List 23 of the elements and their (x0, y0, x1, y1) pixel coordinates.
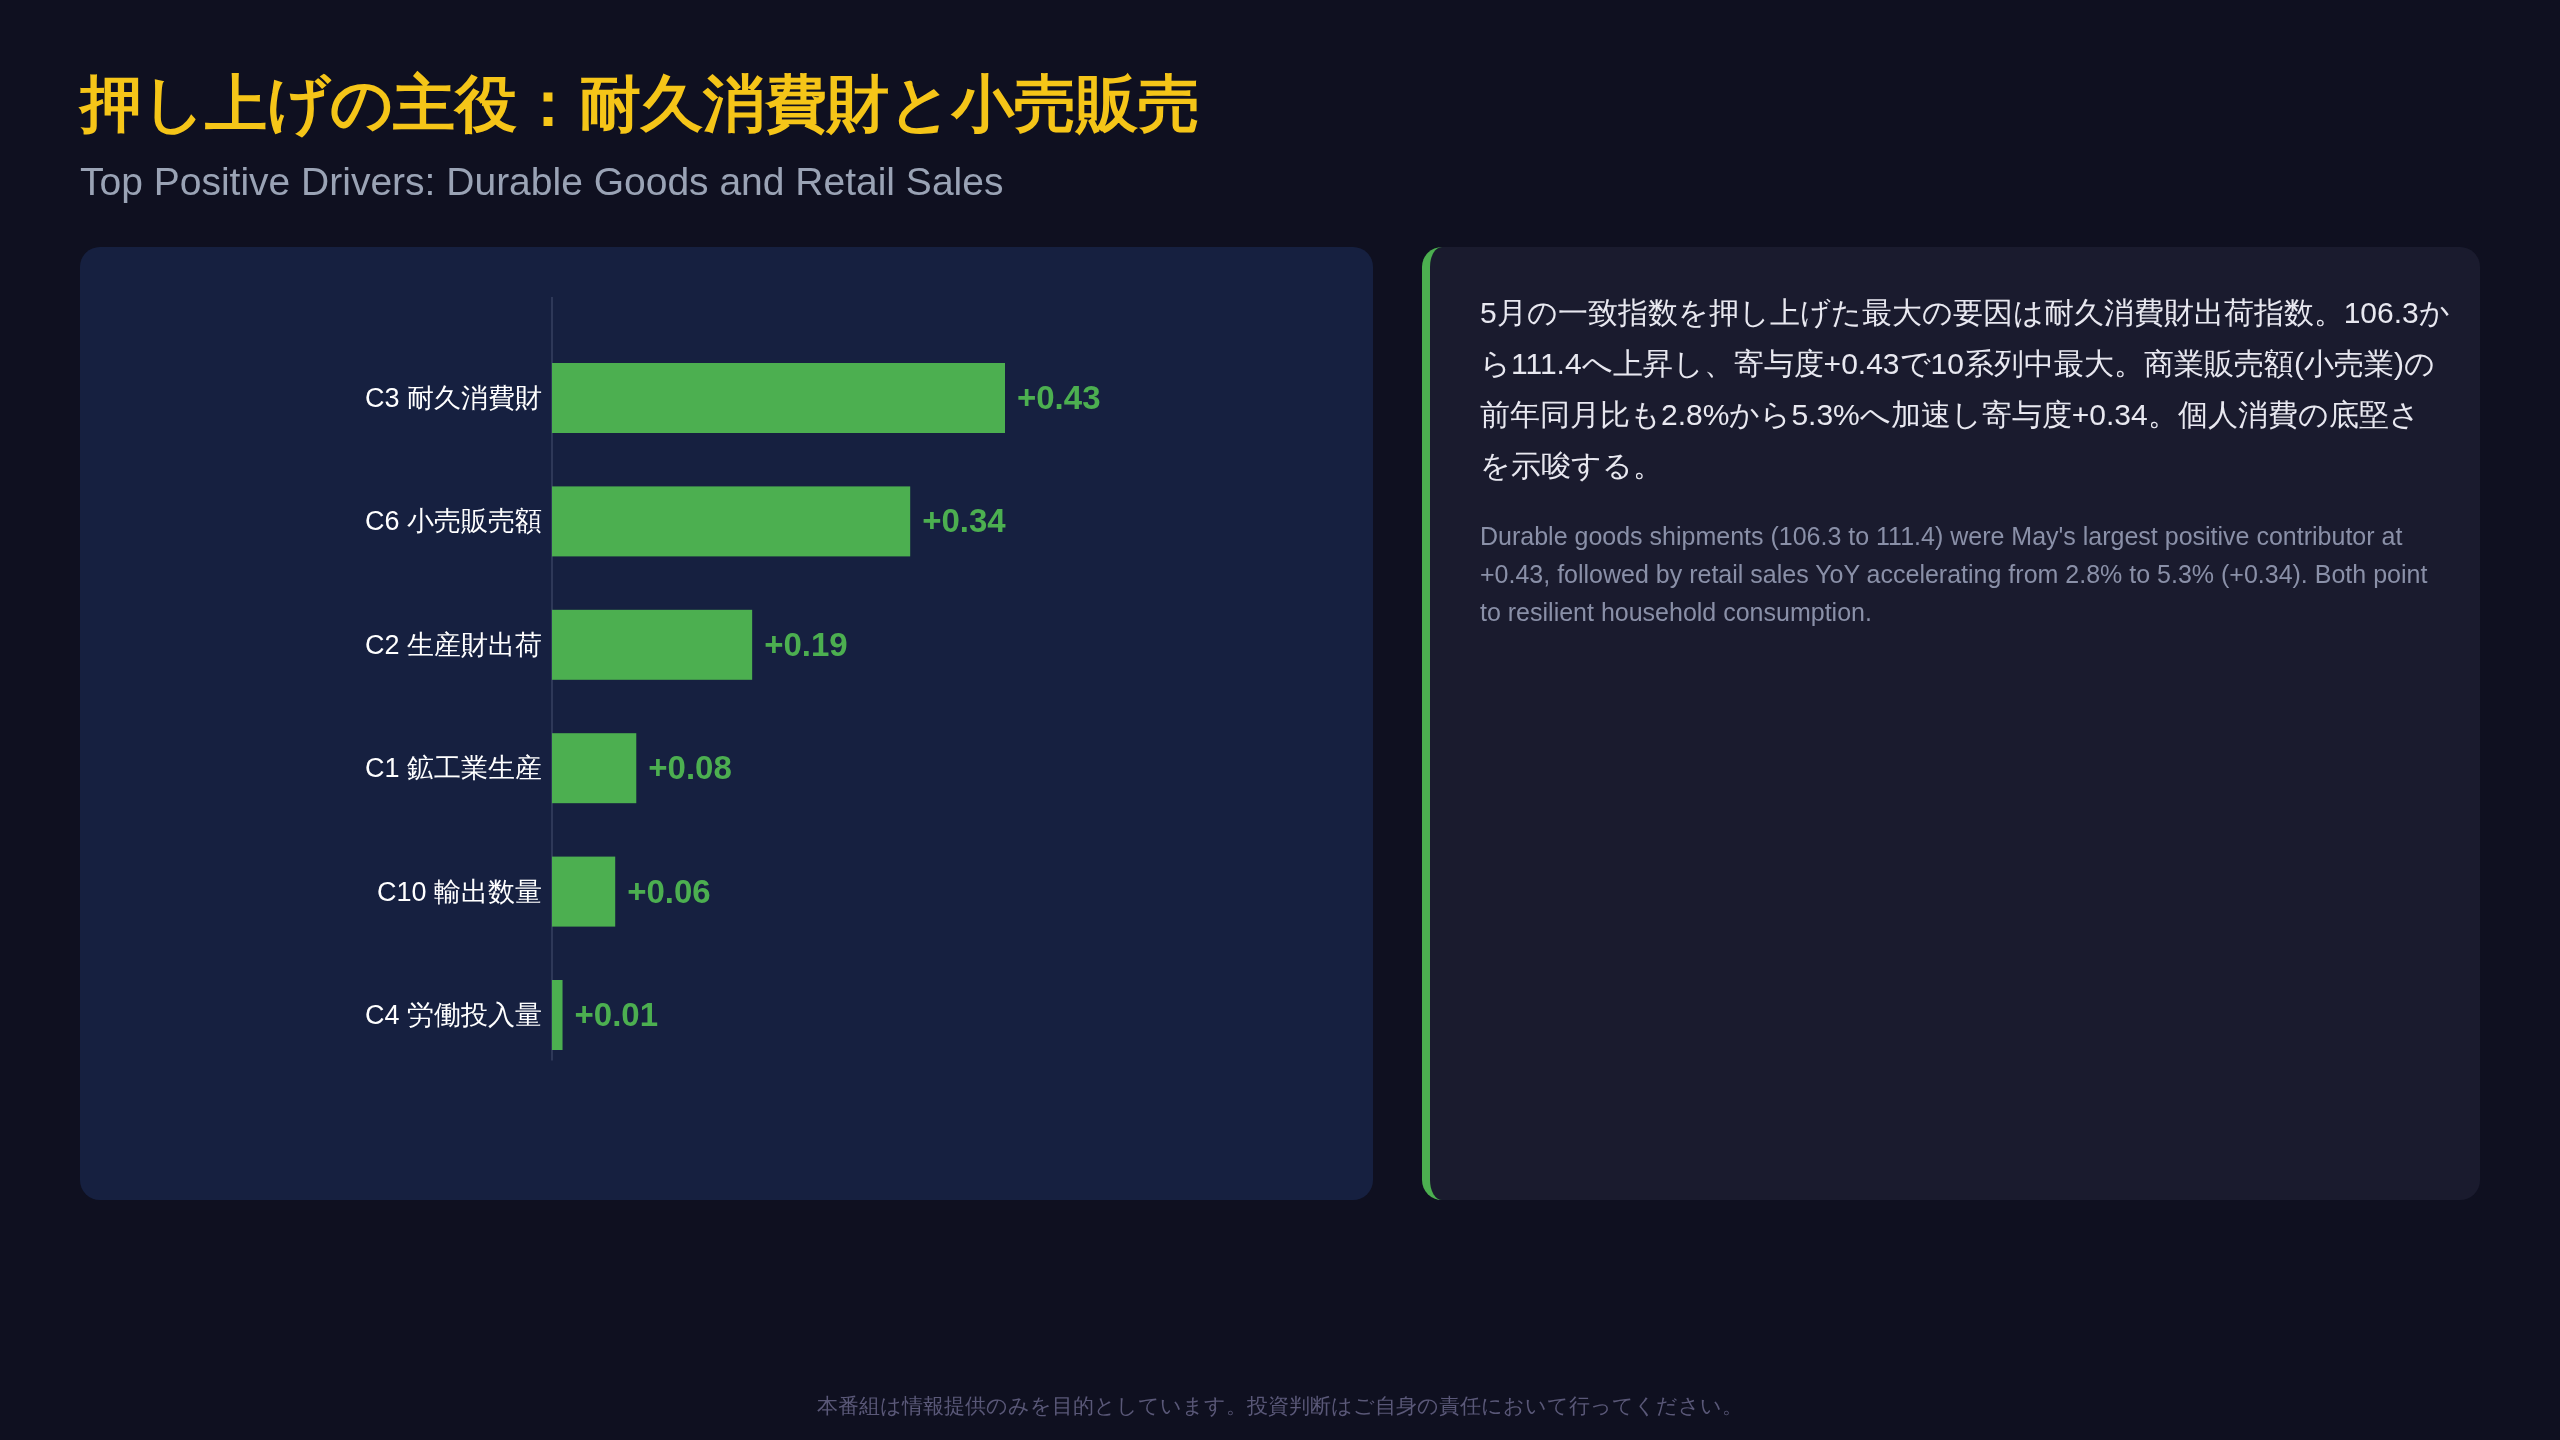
bar (552, 856, 616, 927)
chart-title: 押し上げの主役：耐久消費財と小売販売 (80, 68, 1200, 140)
data-label: +0.19 (764, 625, 848, 663)
text: 5月の一致指数を押し上げた最大の要因は耐久消費財出荷指数。106.3から111.4へ上昇し、寄与度+0.43で10系列中最大。商業販売額(小売業)の前年同月比も2.8%から5.3%へ加速し寄与度+0.34。個人消費の底堅さを示唆する。 (1480, 295, 2450, 484)
chart-subtitle: Top Positive Drivers: Durable Goods and Retail Sales (80, 160, 1004, 204)
bar (552, 363, 1005, 433)
y-tick-label: C1 鉱工業生産 (364, 753, 542, 784)
data-label: +0.01 (574, 996, 659, 1033)
bar (552, 486, 911, 557)
bar (552, 609, 753, 680)
data-label: +0.43 (1017, 379, 1101, 416)
data-label: +0.34 (922, 502, 1007, 540)
text: 本番組は情報提供のみを目的としています。投資判断はご自身の責任において行ってください。 (816, 1393, 1744, 1419)
y-tick-label: C3 耐久消費財 (364, 383, 542, 413)
y-tick-label: C2 生産財出荷 (364, 629, 542, 660)
bar (552, 980, 563, 1050)
data-label: +0.06 (627, 872, 711, 910)
text: Durable goods shipments (106.3 to 111.4) were May's largest positive contributor at +0.43, followed by retail sales YoY accelerating from 2.8% to 5.3% (+0.34). Both point to resilient household consumption. (1480, 521, 2429, 628)
y-tick-label: C4 労働投入量 (364, 1000, 542, 1030)
y-tick-label: C10 輸出数量 (376, 876, 542, 907)
data-label: +0.08 (648, 749, 732, 787)
y-tick-label: C6 小売販売額 (364, 506, 542, 537)
bar (552, 733, 637, 804)
